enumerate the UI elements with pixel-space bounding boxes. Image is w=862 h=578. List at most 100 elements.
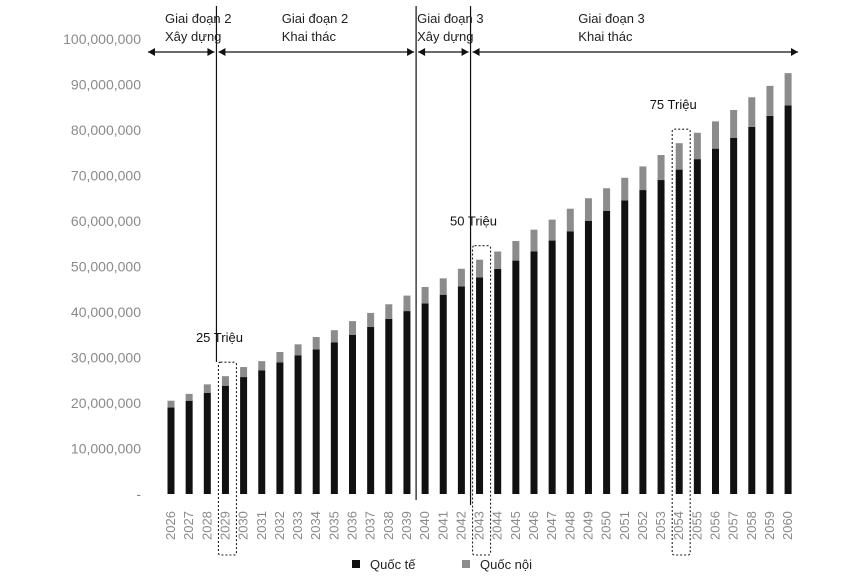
y-tick-label: 10,000,000 [71,441,141,457]
bar-international [566,231,574,494]
phase-subtitle: Xây dựng [165,29,221,44]
bar-international [784,105,792,495]
bar-international [312,349,320,494]
phase-title: Giai đoạn 2 [165,11,232,26]
bar-domestic [530,229,538,252]
x-tick-label: 2026 [163,511,178,540]
bar-international [367,327,375,494]
bar-domestic [566,208,574,232]
bar-domestic [330,330,338,343]
bar-domestic [548,219,556,241]
x-tick-label: 2057 [726,511,741,540]
milestone-dashed-box [471,245,492,556]
bar-international [221,385,229,494]
bar-international [584,221,592,494]
bar-international [185,400,193,494]
bar-international [748,126,756,494]
bar-international [476,277,484,494]
bar-domestic [657,155,665,181]
legend-label-domestic: Quốc nội [480,557,532,572]
x-tick-label: 2056 [708,511,723,540]
y-tick-label: 20,000,000 [71,395,141,411]
bar-domestic [712,121,719,149]
bar-domestic [221,376,229,386]
milestone-label: 75 Triệu [650,97,697,112]
arrow-head-left-icon [148,48,155,56]
bar-domestic [240,367,248,378]
legend: Quốc tế Quốc nội [352,557,532,572]
y-tick-label: 90,000,000 [71,77,141,93]
bar-international [621,200,629,494]
y-tick-label: 60,000,000 [71,213,141,229]
y-tick-label: 30,000,000 [71,350,141,366]
legend-label-international: Quốc tế [370,557,416,572]
bar-domestic [457,268,465,287]
bar-international [712,148,719,494]
x-tick-label: 2048 [562,511,577,540]
x-tick-label: 2037 [363,511,378,540]
milestone-dashed-box [671,128,691,556]
x-tick-label: 2052 [635,511,650,540]
y-tick-label: - [136,486,141,502]
x-tick-label: 2036 [345,511,360,540]
bar-domestic [439,278,447,295]
bar-domestic [167,400,175,408]
bar-domestic [603,188,611,211]
x-tick-label: 2059 [762,511,777,540]
x-tick-label: 2042 [453,511,468,540]
bar-international [603,210,611,495]
legend-swatch-international [352,560,360,568]
x-tick-label: 2045 [508,511,523,540]
bar-domestic [185,393,193,401]
x-tick-label: 2038 [381,511,396,540]
y-tick-label: 80,000,000 [71,122,141,138]
bar-international [730,137,738,495]
x-tick-label: 2029 [217,511,232,540]
bar-domestic [512,241,520,261]
x-tick-label: 2043 [472,511,487,540]
bar-international [693,159,701,494]
x-tick-label: 2058 [744,511,759,540]
x-tick-label: 2040 [417,511,432,540]
arrow-head-left-icon [418,48,426,56]
x-tick-label: 2031 [254,511,269,540]
phase-subtitle: Khai thác [282,29,337,44]
bar-international [530,251,538,494]
x-tick-label: 2041 [435,511,450,540]
bar-domestic [349,321,356,335]
x-tick-label: 2030 [236,511,251,540]
legend-swatch-domestic [462,560,470,568]
x-axis: 2026 2027 2028 2029 2030 2031 2032 2033 2034 2035… [163,511,795,540]
bar-international [766,115,774,495]
bar-domestic [584,198,592,221]
bar-international [657,180,665,495]
phase-title: Giai đoạn 3 [578,11,645,26]
x-tick-label: 2055 [689,511,704,540]
x-tick-label: 2051 [617,511,632,540]
x-tick-label: 2053 [653,511,668,540]
x-tick-label: 2039 [399,511,414,540]
arrow-head-right-icon [461,48,469,56]
bar-domestic [766,85,774,116]
bar-domestic [421,286,429,304]
x-tick-label: 2050 [599,511,614,540]
bar-international [512,260,520,494]
bar-international [203,392,211,494]
bar-international [675,169,683,494]
bar-domestic [276,352,284,363]
bar-domestic [403,295,411,312]
phase-subtitle: Khai thác [578,29,633,44]
bar-international [385,318,393,494]
bar-international [330,342,338,494]
bar-domestic [748,97,756,127]
bar-international [167,407,175,494]
bar-domestic [203,384,211,393]
bar-international [457,286,465,494]
y-tick-label: 40,000,000 [71,304,141,320]
bar-domestic [621,177,629,201]
x-tick-label: 2047 [544,511,559,540]
arrow-head-right-icon [207,48,215,56]
bar-international [439,294,447,494]
phase-title: Giai đoạn 2 [282,11,349,26]
